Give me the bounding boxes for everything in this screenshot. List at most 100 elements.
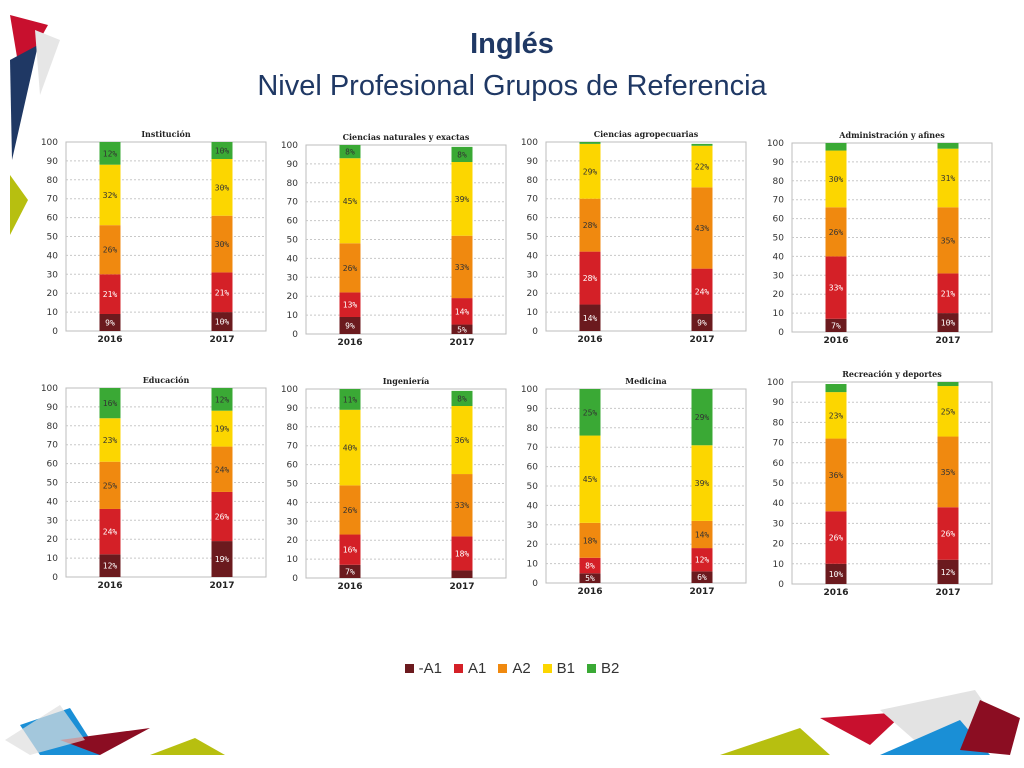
legend-swatch xyxy=(404,664,414,673)
bar-segment xyxy=(579,251,601,305)
data-label: 26% xyxy=(829,534,844,543)
deco-bottom-left-red xyxy=(60,728,150,755)
bar-segment xyxy=(825,150,847,208)
y-tick-label: 70 xyxy=(527,443,539,453)
data-label: 35% xyxy=(941,236,956,245)
y-tick-label: 50 xyxy=(287,236,299,246)
y-tick-label: 60 xyxy=(47,214,59,224)
bar-segment xyxy=(825,392,847,439)
y-tick-label: 10 xyxy=(287,555,299,565)
chart-title: Ciencias agropecuarias xyxy=(594,129,699,139)
y-tick-label: 40 xyxy=(773,252,785,262)
data-label: 12% xyxy=(695,556,710,565)
bar-segment xyxy=(937,143,959,149)
y-tick-label: 30 xyxy=(47,516,59,526)
y-tick-label: 90 xyxy=(527,404,539,414)
page-subtitle: Nivel Profesional Grupos de Referencia xyxy=(257,70,767,102)
data-label: 28% xyxy=(583,274,598,283)
data-label: 21% xyxy=(103,290,118,299)
chart-title: Administración y afines xyxy=(838,130,945,140)
bar-segment xyxy=(339,292,361,317)
bar-segment xyxy=(579,304,601,331)
data-label: 13% xyxy=(343,301,358,310)
bar-segment xyxy=(579,389,601,436)
y-tick-label: 100 xyxy=(281,385,298,395)
data-label: 10% xyxy=(215,147,230,156)
data-label: 31% xyxy=(941,174,956,183)
data-label: 16% xyxy=(343,546,358,555)
legend-item-menos-a1: -A1 xyxy=(404,660,442,677)
y-tick-label: 10 xyxy=(47,308,59,318)
y-tick-label: 30 xyxy=(527,270,539,280)
y-tick-label: 20 xyxy=(47,535,59,545)
data-label: 8% xyxy=(585,562,595,571)
x-tick-label: 2016 xyxy=(337,338,362,348)
bar-segment xyxy=(825,438,847,512)
data-label: 23% xyxy=(103,436,118,445)
x-tick-label: 2016 xyxy=(577,587,602,597)
x-tick-label: 2016 xyxy=(823,588,848,598)
bar-segment xyxy=(937,207,959,274)
legend-label: B2 xyxy=(601,660,620,677)
data-label: 29% xyxy=(583,167,598,176)
y-tick-label: 100 xyxy=(521,385,538,395)
bar-segment xyxy=(691,571,713,583)
y-tick-label: 0 xyxy=(778,580,784,590)
y-tick-label: 20 xyxy=(527,289,539,299)
bar-segment xyxy=(825,563,847,584)
bar-segment xyxy=(211,142,233,160)
bar-segment xyxy=(339,243,361,293)
y-tick-label: 10 xyxy=(527,308,539,318)
bar-segment xyxy=(691,143,713,146)
bar-segment xyxy=(211,388,233,411)
y-tick-label: 50 xyxy=(773,234,785,244)
bar-segment xyxy=(579,557,601,574)
y-tick-label: 80 xyxy=(527,424,539,434)
data-label: 23% xyxy=(829,411,844,420)
bar-segment xyxy=(825,384,847,393)
chart-8: 0 10 20 30 40 50 60 70 80 90 100 Recreación y depor… xyxy=(767,369,993,598)
y-tick-label: 90 xyxy=(527,157,539,167)
y-tick-label: 70 xyxy=(47,195,59,205)
y-tick-label: 0 xyxy=(292,574,298,584)
legend-label: A1 xyxy=(467,660,487,677)
data-label: 8% xyxy=(345,148,355,157)
bar-segment xyxy=(451,536,473,571)
data-label: 39% xyxy=(455,195,470,204)
data-label: 8% xyxy=(457,150,467,159)
bar-segment xyxy=(579,198,601,252)
x-tick-label: 2016 xyxy=(337,582,362,592)
data-label: 33% xyxy=(455,501,470,510)
bar-segment xyxy=(691,445,713,521)
data-label: 35% xyxy=(941,468,956,477)
bar-segment xyxy=(211,272,233,313)
y-tick-label: 0 xyxy=(778,328,784,338)
bar-segment xyxy=(825,207,847,257)
x-tick-label: 2016 xyxy=(823,336,848,346)
data-label: 16% xyxy=(103,399,118,408)
y-tick-label: 30 xyxy=(773,271,785,281)
data-label: 26% xyxy=(103,246,118,255)
chart-title: Recreación y deportes xyxy=(842,369,942,379)
y-tick-label: 0 xyxy=(292,330,298,340)
data-label: 39% xyxy=(695,479,710,488)
data-label: 30% xyxy=(215,240,230,249)
y-tick-label: 30 xyxy=(287,517,299,527)
y-tick-label: 50 xyxy=(47,233,59,243)
bar-segment xyxy=(825,318,847,332)
bar-segment xyxy=(211,312,233,331)
data-label: 10% xyxy=(941,319,956,328)
chart-legend: -A1 A1 A2 B1 B2 xyxy=(0,660,1024,677)
x-tick-label: 2017 xyxy=(935,336,960,346)
y-tick-label: 80 xyxy=(47,422,59,432)
y-tick-label: 40 xyxy=(527,251,539,261)
y-tick-label: 30 xyxy=(773,519,785,529)
deco-bottom-right-red xyxy=(820,712,905,745)
data-label: 33% xyxy=(455,263,470,272)
y-tick-label: 40 xyxy=(527,501,539,511)
x-tick-label: 2017 xyxy=(209,581,234,591)
deco-bottom-right-green xyxy=(720,728,830,755)
y-tick-label: 60 xyxy=(773,215,785,225)
legend-swatch xyxy=(453,664,463,673)
y-tick-label: 50 xyxy=(527,482,539,492)
